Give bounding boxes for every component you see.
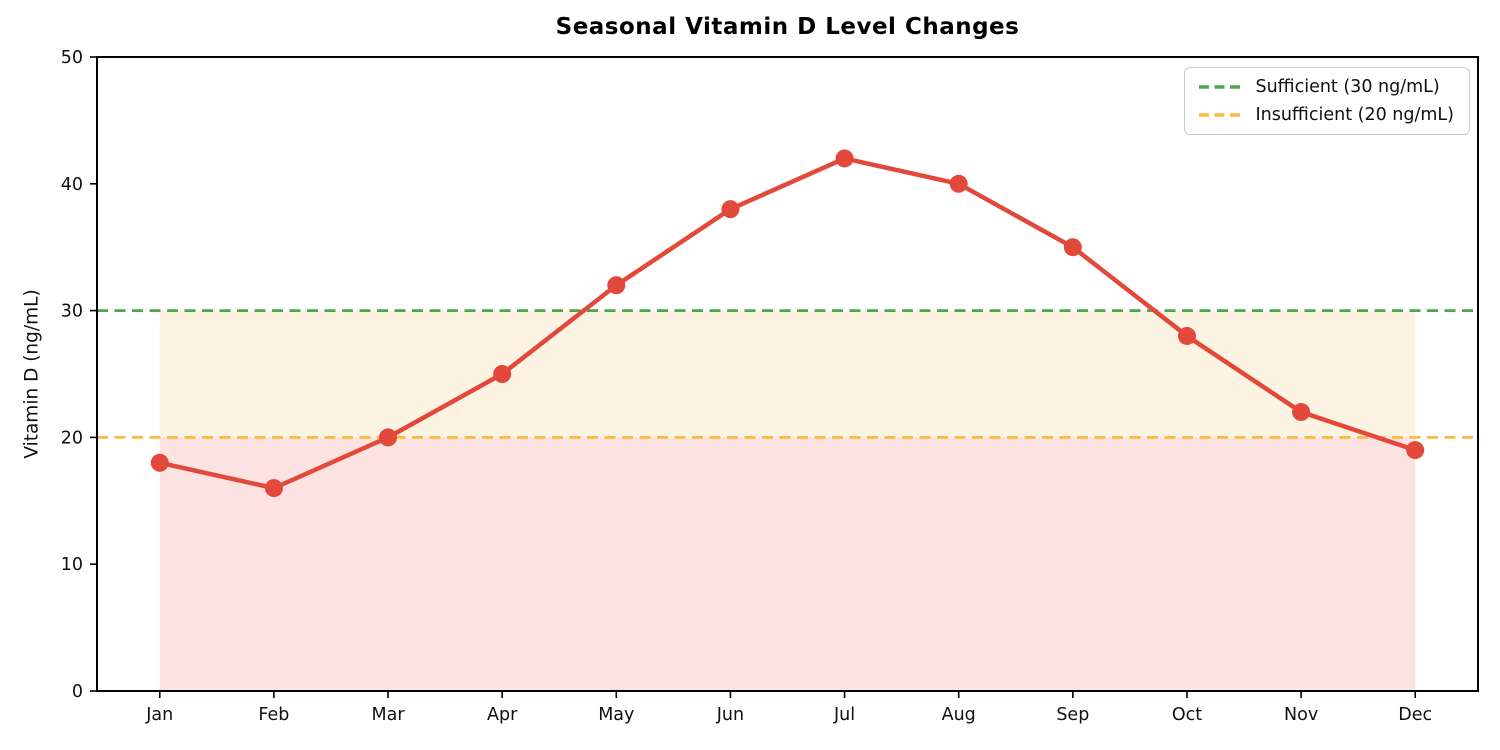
y-tick-label-20: 20	[61, 428, 83, 448]
x-tick-label-Jul: Jul	[833, 705, 855, 725]
series-line-vitamin-d	[157, 156, 1418, 491]
y-tick-label-50: 50	[61, 48, 83, 68]
y-tick-label-10: 10	[61, 555, 83, 575]
data-point-Jan	[150, 453, 169, 472]
data-point-Mar	[379, 428, 398, 447]
x-tick-label-Apr: Apr	[487, 705, 518, 725]
data-point-Sep	[1063, 238, 1082, 257]
data-point-May	[607, 276, 626, 295]
y-tick-label-30: 30	[61, 302, 83, 322]
x-tick-label-Dec: Dec	[1398, 705, 1432, 725]
x-tick-label-Jan: Jan	[145, 705, 173, 725]
legend-item-insufficient: Insufficient (20 ng/mL)	[1198, 105, 1454, 125]
legend-label-sufficient: Sufficient (30 ng/mL)	[1255, 77, 1440, 97]
x-tick-label-Sep: Sep	[1056, 705, 1089, 725]
axes-border	[96, 56, 1479, 692]
x-tick-label-Nov: Nov	[1284, 705, 1318, 725]
x-tick-label-Oct: Oct	[1172, 705, 1202, 725]
data-point-Nov	[1292, 403, 1311, 422]
y-axis-label: Vitamin D (ng/mL)	[21, 289, 43, 459]
legend-item-sufficient: Sufficient (30 ng/mL)	[1198, 77, 1454, 97]
chart-title: Seasonal Vitamin D Level Changes	[555, 14, 1020, 40]
orange-dashed-line-swatch	[1199, 113, 1242, 117]
data-point-Feb	[264, 479, 283, 498]
x-tick-label-Aug: Aug	[942, 705, 976, 725]
data-point-Oct	[1177, 326, 1196, 345]
data-point-Jul	[835, 149, 854, 168]
y-tick-label-40: 40	[61, 175, 83, 195]
legend-label-insufficient: Insufficient (20 ng/mL)	[1255, 105, 1454, 125]
data-point-Dec	[1406, 441, 1425, 460]
x-tick-label-Feb: Feb	[258, 705, 289, 725]
y-tick-label-0: 0	[72, 682, 83, 702]
band-deficient-zone	[159, 437, 1416, 691]
data-point-Jun	[721, 200, 740, 219]
band-insufficient-zone	[159, 310, 1416, 438]
legend: Sufficient (30 ng/mL) Insufficient (20 n…	[1184, 67, 1470, 135]
green-dashed-line-swatch	[1199, 85, 1242, 89]
x-tick-label-Mar: Mar	[372, 705, 406, 725]
data-point-Aug	[949, 174, 968, 193]
x-tick-label-Jun: Jun	[716, 705, 744, 725]
data-point-Apr	[493, 365, 512, 383]
x-tick-label-May: May	[598, 705, 634, 725]
